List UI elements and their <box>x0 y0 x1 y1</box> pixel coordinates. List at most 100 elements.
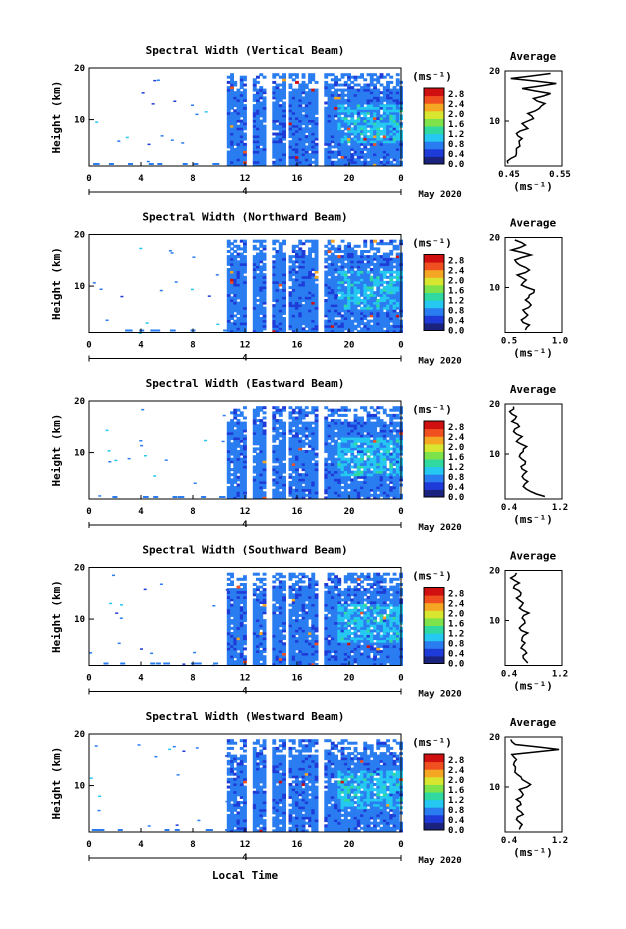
heatmap-cell <box>239 122 244 126</box>
heatmap-cell <box>239 429 244 433</box>
heatmap-cell <box>360 142 364 146</box>
heatmap-cell <box>379 468 384 472</box>
heatmap-cell <box>382 431 387 435</box>
heatmap-cell <box>343 429 348 433</box>
heatmap-cell <box>353 655 358 659</box>
heatmap-cell <box>327 132 332 136</box>
heatmap-cell <box>236 147 241 151</box>
heatmap-cell <box>353 299 358 302</box>
heatmap-cell <box>230 419 234 423</box>
heatmap-cell <box>327 129 332 133</box>
heatmap-cell <box>392 491 397 495</box>
heatmap-cell <box>382 286 387 290</box>
heatmap-cell <box>376 147 381 151</box>
heatmap-cell <box>330 155 335 159</box>
heatmap-cell <box>252 327 257 331</box>
heatmap-cell <box>295 468 299 472</box>
heatmap-cell <box>363 460 368 464</box>
heatmap-cell <box>353 127 358 131</box>
heatmap-cell <box>278 408 283 412</box>
heatmap-cell <box>327 478 332 482</box>
heatmap-cell <box>252 86 257 90</box>
heatmap-cell <box>311 491 316 495</box>
heatmap-cell <box>259 329 264 333</box>
heatmap-cell <box>353 260 358 264</box>
heatmap-cell <box>193 163 199 165</box>
heatmap-cell <box>373 462 377 466</box>
heatmap-cell <box>301 127 306 131</box>
heatmap-cell <box>327 114 332 118</box>
heatmap-cell <box>360 129 364 133</box>
heatmap-cell <box>360 480 364 484</box>
heatmap-cell <box>236 114 241 118</box>
heatmap-cell <box>311 473 316 477</box>
colorbar-segment <box>424 279 444 283</box>
heatmap-cell <box>314 291 319 295</box>
heatmap-cell <box>389 150 394 154</box>
heatmap-cell <box>363 109 368 113</box>
colorbar-segment <box>424 453 444 457</box>
heatmap-cell <box>382 437 387 441</box>
heatmap-cell <box>373 135 377 139</box>
heatmap-cell <box>340 140 345 144</box>
heatmap-cell <box>360 291 364 295</box>
heatmap-cell <box>304 301 309 305</box>
heatmap-cell <box>304 329 309 333</box>
heatmap-cell <box>278 311 283 315</box>
heatmap-cell <box>389 452 394 456</box>
heatmap-cell <box>356 96 361 100</box>
heatmap-cell <box>366 483 371 487</box>
heatmap-cell <box>278 158 283 162</box>
heatmap-cell <box>382 135 387 139</box>
heatmap-cell <box>330 286 335 290</box>
heatmap-cell <box>334 421 338 425</box>
heatmap-cell <box>308 434 312 438</box>
heatmap-cell <box>243 75 247 79</box>
heatmap-cell <box>272 111 277 115</box>
heatmap-cell <box>291 644 296 648</box>
heatmap-cell <box>334 480 338 484</box>
heatmap-cell <box>278 288 283 292</box>
heatmap-cell <box>337 473 342 477</box>
heatmap-cell <box>389 257 394 261</box>
heatmap-cell <box>236 91 241 95</box>
heatmap-cell <box>350 255 355 259</box>
heatmap-cell <box>395 462 400 466</box>
heatmap-cell <box>239 329 244 333</box>
heatmap-cell <box>324 652 329 656</box>
heatmap-cell <box>382 260 387 264</box>
heatmap-cell <box>236 455 241 459</box>
heatmap-cell <box>356 434 361 438</box>
heatmap-cell <box>350 155 355 159</box>
heatmap-cell <box>298 437 303 441</box>
heatmap-cell <box>363 91 368 95</box>
heatmap-cell <box>256 327 260 331</box>
heatmap-cell <box>337 465 342 469</box>
heatmap-cell <box>278 493 283 497</box>
heatmap-cell <box>226 114 231 118</box>
heatmap-cell <box>373 478 377 482</box>
heatmap-cell <box>291 411 296 415</box>
heatmap-cell <box>298 158 303 162</box>
heatmap-cell <box>304 660 309 664</box>
heatmap-cell <box>379 439 384 443</box>
heatmap-cell <box>99 288 103 290</box>
heatmap-cell <box>337 327 342 331</box>
heatmap-cell <box>239 450 244 453</box>
heatmap-cell <box>311 322 316 326</box>
colorbar-tick-label: 1.2 <box>448 130 464 140</box>
heatmap-cell <box>295 104 299 108</box>
heatmap-cell <box>389 652 394 656</box>
colorbar-segment <box>424 138 444 142</box>
heatmap-cell <box>295 119 299 123</box>
heatmap-cell <box>382 657 387 661</box>
heatmap-cell <box>334 306 338 310</box>
heatmap-cell <box>105 429 109 432</box>
heatmap-cell <box>330 480 335 484</box>
heatmap-cell <box>226 329 231 333</box>
heatmap-cell <box>334 160 338 164</box>
heatmap-cell <box>239 470 244 474</box>
heatmap-cell <box>324 434 329 438</box>
heatmap-cell <box>239 252 244 256</box>
heatmap-cell <box>363 429 368 433</box>
